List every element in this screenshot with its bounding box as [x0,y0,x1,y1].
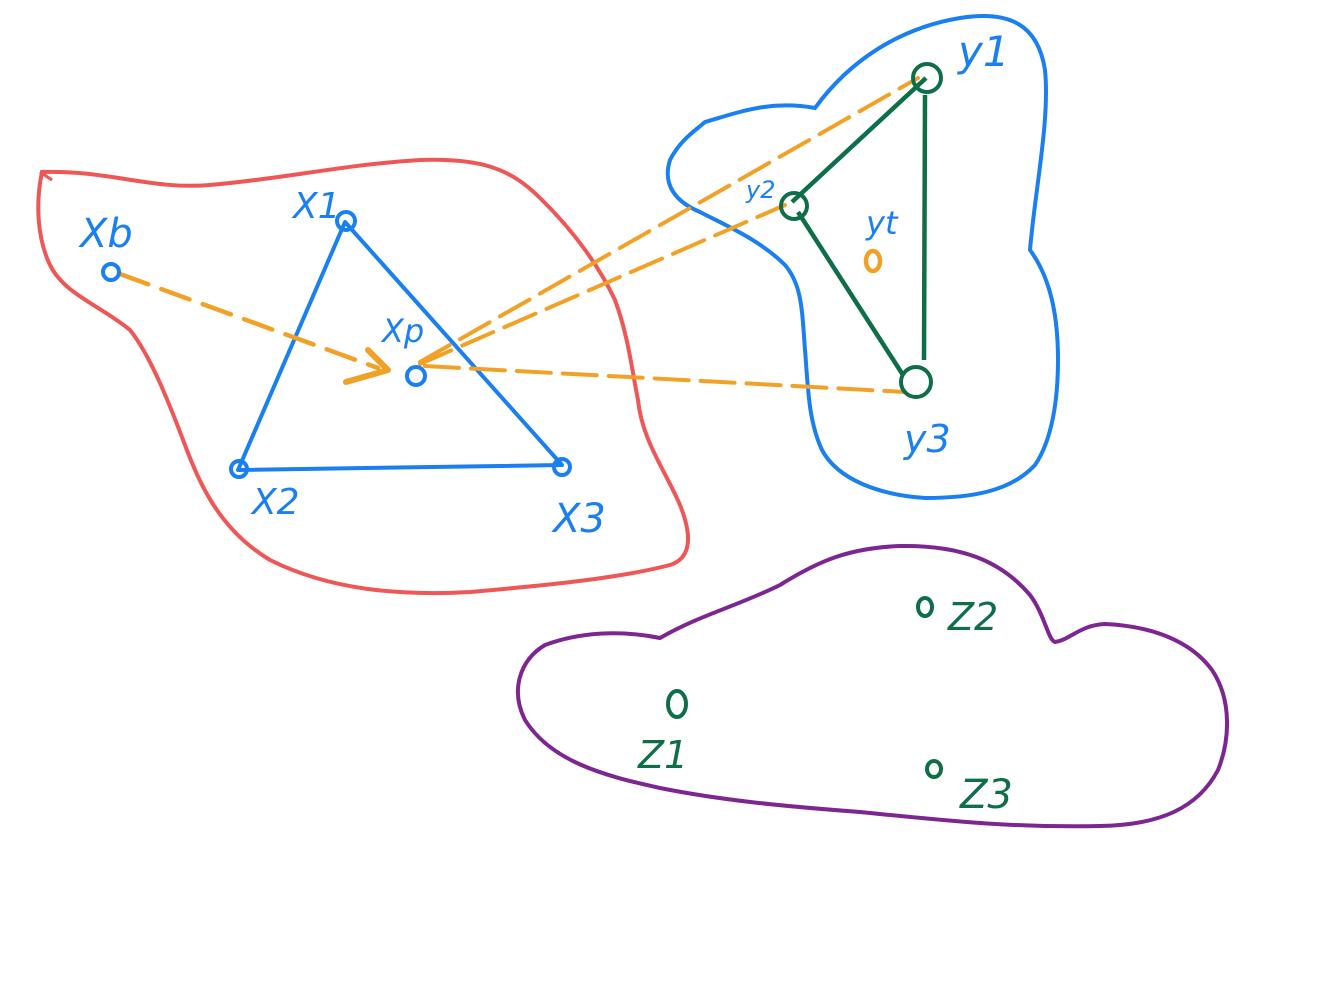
red-region-tail [39,170,53,182]
point-y1 [911,62,943,94]
dashed-line-xp-y1 [418,76,920,364]
label-x3: X3 [551,496,606,542]
arrowhead-xp [343,347,391,385]
label-yt: yt [865,204,899,242]
label-x2: X2 [250,482,300,523]
y-triangle-edge-y2-y3 [796,210,905,377]
point-z1 [666,689,688,719]
label-x1: X1 [291,186,341,227]
x-triangle [236,220,564,472]
label-z2: Z2 [947,595,998,639]
label-y1: y1 [956,27,1010,76]
dashed-line-xp-y2 [418,203,787,366]
point-x1 [335,210,357,232]
y-triangle-edge-y1-y3 [921,94,928,361]
y-triangle-edge-y1-y2 [790,76,928,204]
point-xb [101,262,121,282]
red-region [36,157,691,596]
label-z1: Z1 [637,733,688,777]
point-x2 [229,459,249,479]
label-xb: Xb [78,211,133,257]
point-y3 [899,365,933,399]
label-z3: Z3 [959,772,1013,818]
point-yt [863,248,883,274]
point-z3 [925,759,943,779]
point-z2 [916,596,934,618]
purple-region [515,543,1230,829]
arrow-xb-to-xp [117,271,381,371]
point-y2 [779,191,809,221]
label-xp: Xp [380,312,424,350]
dashed-line-xp-y3 [423,364,907,394]
label-y3: y3 [903,417,951,461]
label-y2: y2 [745,176,775,204]
blue-region [665,13,1061,501]
point-xp [405,365,427,387]
point-x3 [552,457,572,477]
